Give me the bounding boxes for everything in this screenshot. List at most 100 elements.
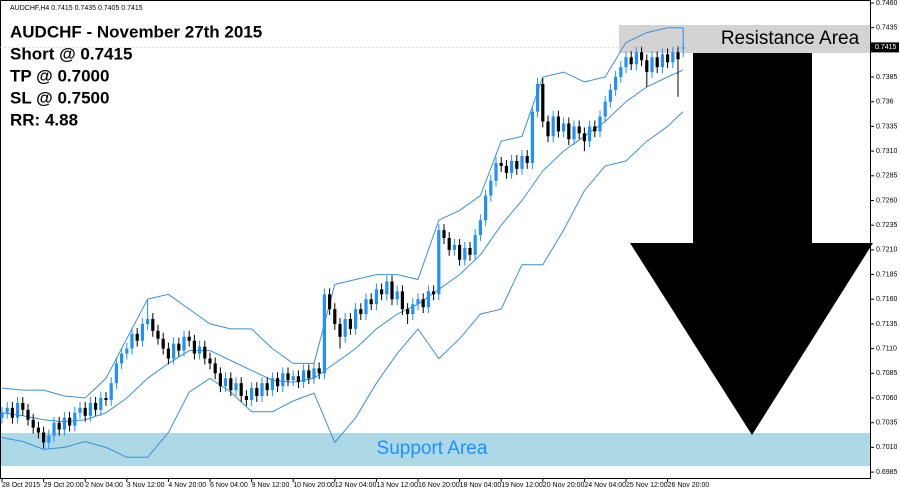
candle-body: [395, 291, 399, 300]
y-tick-label: 0.736: [876, 99, 894, 106]
candle-body: [666, 54, 670, 63]
y-tick-label: 0.7160: [876, 296, 898, 303]
symbol-header: AUDCHF,H4 0.7415 0.7435 0.7405 0.7415: [10, 5, 143, 12]
candle-body: [369, 299, 373, 305]
candle-body: [244, 396, 248, 400]
candle-body: [0, 412, 4, 418]
annotation-line: RR: 4.88: [10, 110, 78, 129]
candle-body: [281, 373, 285, 387]
candle-body: [286, 373, 290, 381]
candle-body: [21, 402, 25, 410]
candle-body: [88, 402, 92, 416]
candle-body: [588, 126, 592, 142]
support-area: [1, 433, 870, 466]
y-tick-label: 0.7235: [876, 222, 898, 229]
candle-body: [218, 373, 222, 387]
price-marker: [871, 42, 899, 53]
candle-body: [608, 89, 612, 102]
candle-body: [494, 162, 498, 181]
candle-body: [234, 383, 238, 391]
candle-body: [260, 383, 264, 397]
x-tick-label: 10 Nov 20:00: [293, 482, 335, 489]
candle-body: [203, 346, 207, 359]
candle-body: [416, 299, 420, 305]
candle-body: [437, 230, 441, 295]
candle-body: [582, 133, 586, 142]
candle-body: [520, 156, 524, 169]
candle-body: [26, 409, 30, 420]
candle-body: [192, 340, 196, 354]
candle-body: [5, 407, 9, 413]
candle-body: [130, 333, 134, 349]
candle-body: [172, 343, 176, 359]
candle-body: [10, 407, 14, 418]
candle-body: [47, 435, 51, 443]
candle-body: [317, 368, 321, 374]
candle-body: [161, 338, 165, 349]
x-tick-label: 3 Nov 12:00: [127, 482, 165, 489]
candle-body: [229, 378, 233, 391]
price-marker-label: 0.7415: [875, 44, 897, 51]
candle-body: [166, 348, 170, 359]
candle-body: [333, 309, 337, 324]
candle-body: [426, 291, 430, 308]
x-tick-label: 12 Nov 04:00: [335, 482, 377, 489]
candle-body: [364, 299, 368, 315]
candle-body: [447, 238, 451, 250]
x-tick-label: 4 Nov 20:00: [168, 482, 206, 489]
candle-body: [577, 126, 581, 134]
candle-body: [156, 330, 160, 339]
candle-body: [83, 407, 87, 416]
candle-body: [411, 304, 415, 315]
candle-body: [307, 370, 311, 379]
candle-body: [343, 318, 347, 337]
candle-body: [406, 309, 410, 315]
candle-body: [348, 318, 352, 329]
candle-body: [676, 52, 680, 60]
candle-body: [603, 101, 607, 117]
candle-body: [198, 346, 202, 354]
x-tick-label: 20 Nov 20:00: [543, 482, 585, 489]
candle-body: [354, 309, 358, 329]
y-tick-label: 0.7110: [876, 345, 897, 352]
candle-body: [458, 244, 462, 260]
candle-body: [660, 54, 664, 68]
x-tick-label: 9 Nov 12:00: [252, 482, 290, 489]
y-tick-label: 0.7010: [876, 444, 898, 451]
candle-body: [567, 123, 571, 140]
candle-body: [312, 368, 316, 379]
annotation-line: TP @ 0.7000: [10, 66, 109, 85]
x-tick-label: 26 Nov 20:00: [668, 482, 710, 489]
candle-body: [104, 398, 108, 400]
bollinger-band: [1, 111, 684, 458]
candle-body: [473, 235, 477, 255]
y-tick-label: 0.7310: [876, 148, 898, 155]
candle-body: [125, 348, 129, 354]
support-label: Support Area: [377, 438, 488, 459]
candle-body: [338, 323, 342, 337]
candle-body: [510, 160, 514, 173]
candle-body: [515, 160, 519, 169]
y-tick-label: 0.7210: [876, 247, 898, 254]
candle-body: [52, 422, 56, 436]
candle-body: [593, 126, 597, 132]
candle-body: [640, 52, 644, 61]
y-tick-label: 0.6985: [876, 469, 898, 476]
candle-body: [99, 398, 103, 410]
candle-body: [551, 116, 555, 137]
candle-body: [484, 195, 488, 221]
candle-body: [671, 52, 675, 63]
candle-body: [634, 52, 638, 65]
candle-body: [645, 60, 649, 73]
candle-body: [146, 318, 150, 324]
candle-body: [598, 116, 602, 132]
annotation-line: Short @ 0.7415: [10, 44, 132, 63]
candle-body: [525, 156, 529, 163]
candle-body: [572, 126, 576, 140]
y-tick-label: 0.7185: [876, 271, 898, 278]
candle-body: [62, 417, 66, 430]
x-tick-label: 28 Oct 2015: [2, 482, 40, 489]
candle-body: [120, 353, 124, 364]
x-tick-label: 19 Nov 12:00: [501, 482, 543, 489]
